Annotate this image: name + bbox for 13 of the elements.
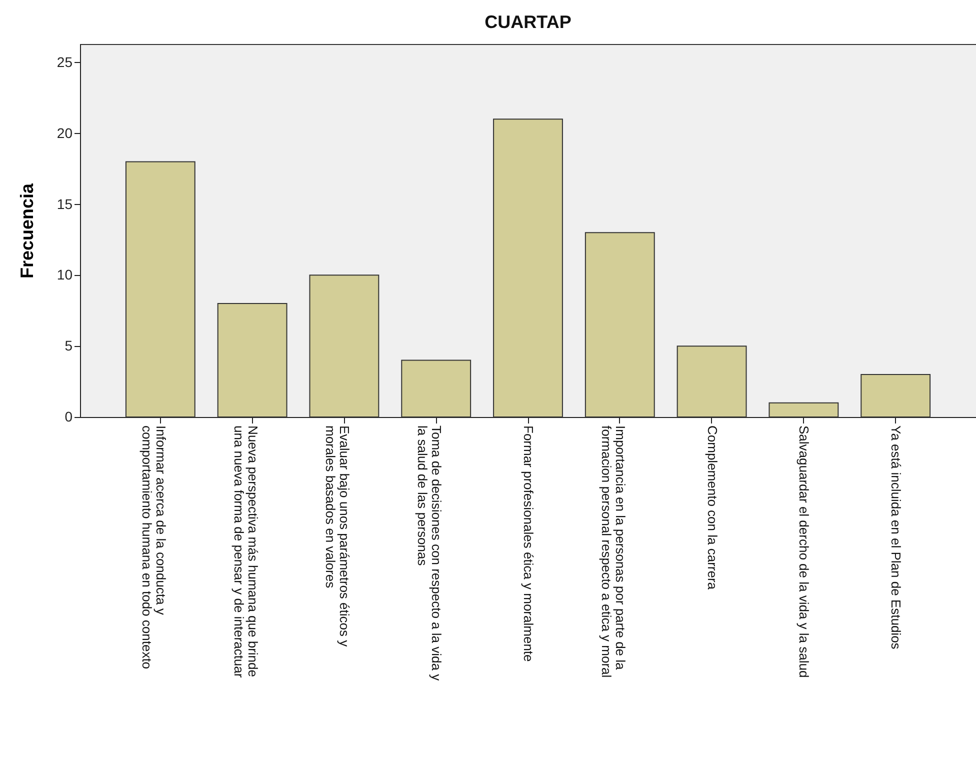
x-tick-label: Ya está incluida en el Plan de Estudios [888,426,904,650]
y-axis-title: Frecuencia [16,182,37,279]
x-tick-label: Informar acerca de la conducta y comportamiento humana en todo contexto [139,426,168,670]
y-tick-label: 0 [64,408,73,424]
x-tick-label: Formar profesionales ética y moralmente [521,426,536,662]
x-tick-label: Complemento con la carrera [704,426,720,590]
chart-title: CUARTAP [484,12,572,32]
y-tick-label: 10 [56,266,73,283]
y-tick-label: 5 [64,338,73,354]
y-tick-label: 15 [56,196,73,212]
y-tick-label: 25 [56,54,73,70]
y-tick-label: 20 [56,124,73,141]
x-tick-label: Salvaguardar el dercho de la vida y la salud [796,426,812,678]
